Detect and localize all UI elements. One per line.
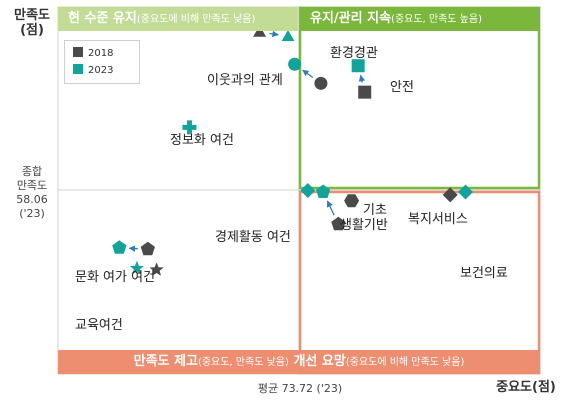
x-axis-title: 중요도(점) <box>496 380 556 395</box>
point-2023-경제활동-여건-4 <box>300 183 316 198</box>
quadrant-top-right-note: (중요도, 만족도 높음) <box>391 14 482 25</box>
point-2023-문화-여가-여건-9 <box>112 240 127 254</box>
legend-label-2018: 2018 <box>88 48 114 59</box>
point-2023-보건의료-8 <box>458 184 473 200</box>
top-right-quadrant-border <box>298 6 541 190</box>
legend-item-2018: 2018 <box>73 47 113 61</box>
quadrant-bottom-title: 만족도 제고 <box>133 354 198 369</box>
point-2023-교육여건-10 <box>129 260 144 275</box>
quadrant-top-left-band: 현 수준 유지(중요도에 비해 만족도 낮음) <box>58 7 298 31</box>
legend-label-2023: 2023 <box>88 65 114 76</box>
point-2018-보건의료-8 <box>442 187 458 203</box>
point-2023-기초-생활기반-5 <box>316 184 331 198</box>
label-info: 정보화 여건 <box>170 133 234 148</box>
legend-swatch-2018 <box>73 47 83 57</box>
quadrant-top-right-band: 유지/관리 지속(중요도, 만족도 높음) <box>300 7 540 31</box>
legend-swatch-2023 <box>73 64 83 74</box>
y-average-line-4: ('23) <box>19 207 45 220</box>
label-welfare: 복지서비스 <box>408 212 468 227</box>
label-basic-1: 기초 <box>363 203 387 218</box>
label-culture: 문화 여가 여건 <box>75 270 156 285</box>
quadrant-bottom-note-2: (중요도에 비해 만족도 낮음) <box>345 357 465 368</box>
point-2023-이웃과의-관계-1 <box>288 57 302 71</box>
point-2018-이웃과의-관계-1 <box>314 76 328 90</box>
point-2018-환경경관-0 <box>253 25 267 37</box>
point-2023-복지서비스-7 <box>394 179 401 193</box>
label-health: 보건의료 <box>460 266 508 281</box>
point-2018-기초-생활기반-이동-6 <box>344 194 360 208</box>
label-neighbor: 이웃과의 관계 <box>207 73 283 88</box>
point-2023-안전-2 <box>351 59 365 73</box>
point-2018-문화-여가-여건-9 <box>140 241 155 256</box>
quadrant-top-right-title: 유지/관리 지속 <box>310 11 392 26</box>
quadrant-bottom-note: (중요도, 만족도 낮음) <box>197 357 289 368</box>
legend: 2018 2023 <box>64 40 140 84</box>
label-env: 환경경관 <box>330 46 378 61</box>
point-2018-교육여건-10 <box>149 262 164 276</box>
y-average-label: 종합 만족도 58.06 ('23) <box>8 165 56 221</box>
point-2018-안전-2 <box>358 85 372 99</box>
y-axis-unit: (점) <box>20 23 44 38</box>
point-2018-기초-생활기반-5 <box>331 216 346 231</box>
point-2023-환경경관-0 <box>281 29 295 42</box>
quadrant-top-left-note: (중요도에 비해 만족도 낮음) <box>136 14 256 25</box>
change-arrow-기초-생활기반-5 <box>326 200 335 216</box>
y-average-line-3: 58.06 <box>16 193 48 206</box>
y-axis-title: 만족도 (점) <box>8 8 56 38</box>
label-econ: 경제활동 여건 <box>215 230 291 245</box>
point-2023-정보화-여건-3 <box>182 120 197 135</box>
x-average-label: 평균 73.72 ('23) <box>257 382 343 395</box>
quadrant-bottom-band: 만족도 제고(중요도, 만족도 낮음) 개선 요망(중요도에 비해 만족도 낮음… <box>58 350 540 374</box>
label-edu: 교육여건 <box>75 318 123 333</box>
y-average-line-1: 종합 <box>21 165 43 178</box>
quadrant-top-left-title: 현 수준 유지 <box>68 11 137 26</box>
change-arrow-이웃과의-관계-1 <box>302 69 314 79</box>
change-arrow-안전-2 <box>358 74 366 83</box>
y-axis-label: 만족도 <box>14 8 50 23</box>
label-safety: 안전 <box>390 80 414 95</box>
legend-item-2023: 2023 <box>73 64 113 78</box>
y-average-line-2: 만족도 <box>16 179 48 192</box>
label-basic-2: 생활기반 <box>340 218 388 233</box>
quadrant-bottom-title-2: 개선 요망 <box>293 354 346 369</box>
change-arrow-환경경관-0 <box>269 30 279 38</box>
